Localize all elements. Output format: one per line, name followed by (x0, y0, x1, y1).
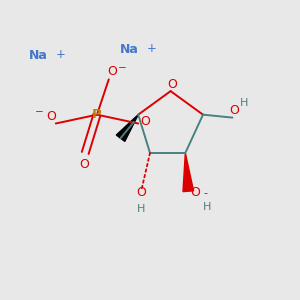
Polygon shape (116, 115, 138, 141)
Text: -: - (204, 188, 208, 198)
Polygon shape (183, 153, 194, 192)
Text: H: H (136, 204, 145, 214)
Text: O: O (229, 104, 239, 117)
Text: −: − (35, 107, 44, 117)
Text: Na: Na (120, 44, 139, 56)
Text: O: O (107, 65, 117, 79)
Text: +: + (55, 48, 65, 61)
Text: O: O (190, 186, 200, 199)
Text: H: H (240, 98, 248, 109)
Text: H: H (203, 202, 211, 212)
Text: Na: Na (29, 49, 47, 62)
Text: −: − (118, 63, 127, 73)
Text: O: O (140, 115, 150, 128)
Text: +: + (146, 42, 156, 55)
Text: O: O (167, 77, 177, 91)
Text: O: O (136, 186, 146, 199)
Text: P: P (92, 108, 102, 121)
Text: O: O (46, 110, 56, 123)
Text: O: O (79, 158, 89, 171)
